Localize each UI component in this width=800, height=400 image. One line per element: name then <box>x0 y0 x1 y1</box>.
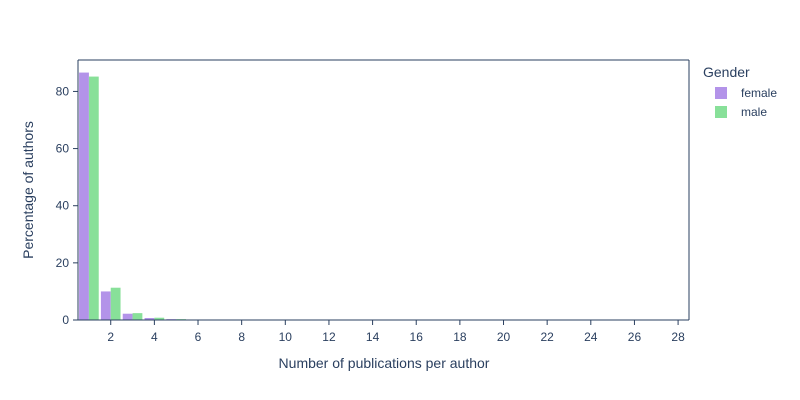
y-tick-label: 80 <box>56 84 70 98</box>
x-tick-label: 10 <box>279 330 293 344</box>
x-tick-label: 14 <box>366 330 380 344</box>
y-tick-label: 40 <box>56 199 70 213</box>
bar-female-1[interactable] <box>79 72 89 320</box>
legend-swatch-female <box>715 87 727 99</box>
x-tick-label: 8 <box>238 330 245 344</box>
legend-swatch-male <box>715 106 727 118</box>
legend-title: Gender <box>703 64 750 80</box>
x-tick-label: 6 <box>195 330 202 344</box>
x-tick-label: 26 <box>628 330 642 344</box>
bar-male-1[interactable] <box>88 76 99 320</box>
bars-layer <box>79 72 688 321</box>
x-tick-label: 12 <box>322 330 336 344</box>
y-tick-label: 20 <box>56 256 70 270</box>
bar-male-4[interactable] <box>154 317 165 320</box>
y-axis-title: Percentage of authors <box>20 121 36 259</box>
x-axis-title: Number of publications per author <box>279 355 490 371</box>
bar-male-2[interactable] <box>110 287 121 320</box>
legend-item-female[interactable]: female <box>715 86 777 100</box>
legend: Gender female male <box>703 64 777 119</box>
y-tick-label: 0 <box>62 313 69 327</box>
x-tick-label: 16 <box>410 330 424 344</box>
x-tick-label: 28 <box>671 330 685 344</box>
x-tick-label: 2 <box>107 330 114 344</box>
bar-female-3[interactable] <box>122 313 133 320</box>
x-tick-label: 24 <box>584 330 598 344</box>
bar-female-2[interactable] <box>100 291 111 320</box>
x-tick-label: 22 <box>540 330 554 344</box>
x-tick-label: 4 <box>151 330 158 344</box>
y-ticks: 0 20 40 60 80 <box>56 84 78 327</box>
legend-label-female: female <box>741 86 777 100</box>
legend-item-male[interactable]: male <box>715 105 767 119</box>
y-tick-label: 60 <box>56 142 70 156</box>
legend-label-male: male <box>741 105 767 119</box>
x-ticks: 2 4 6 8 10 12 14 16 18 20 22 24 26 28 <box>107 320 685 344</box>
x-tick-label: 18 <box>453 330 467 344</box>
bar-female-4[interactable] <box>144 318 155 320</box>
axes-layer <box>77 59 690 321</box>
x-tick-label: 20 <box>497 330 511 344</box>
bar-male-3[interactable] <box>132 313 143 320</box>
